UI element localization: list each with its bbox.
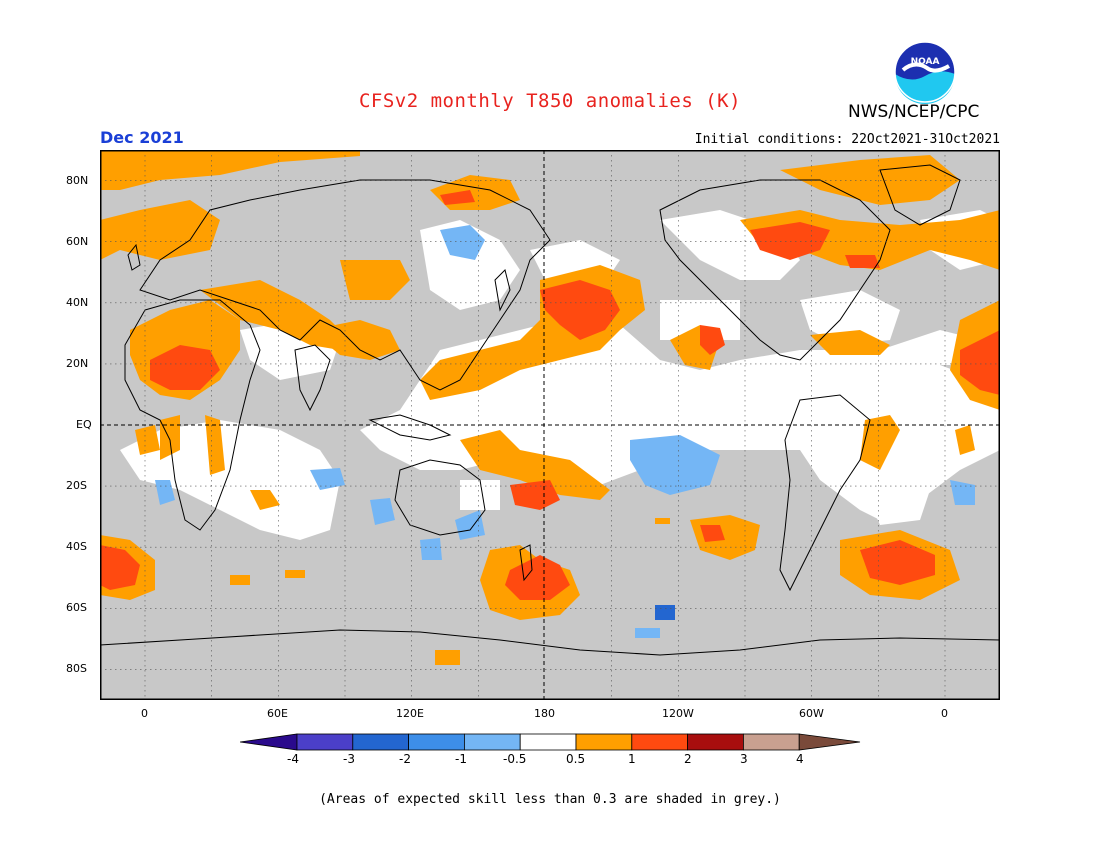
- colorbar-arrow-left: [240, 733, 298, 751]
- colorbar-bin-7: [631, 733, 688, 751]
- lon-label-120w: 120W: [662, 707, 694, 720]
- colorbar-bin-4: [463, 733, 521, 751]
- colorbar-arrow-right: [798, 733, 861, 751]
- lat-label-80s: 80S: [66, 662, 87, 675]
- anomaly-map: [100, 150, 1000, 700]
- agency-label: NWS/NCEP/CPC: [848, 102, 980, 122]
- initial-conditions-label: Initial conditions: 22Oct2021-31Oct2021: [694, 132, 1000, 147]
- footnote: (Areas of expected skill less than 0.3 a…: [319, 792, 781, 807]
- colorbar: [240, 733, 861, 751]
- lon-label-60w: 60W: [799, 707, 824, 720]
- lon-label-180: 180: [534, 707, 555, 720]
- lat-label-40s: 40S: [66, 540, 87, 553]
- colorbar-label-0.5: 0.5: [566, 752, 586, 766]
- colorbar-label--2: -2: [399, 752, 411, 766]
- month-label: Dec 2021: [100, 128, 184, 147]
- logo-text: NOAA: [911, 57, 940, 67]
- colorbar-label-4: 4: [796, 752, 804, 766]
- map-title: CFSv2 monthly T850 anomalies (K): [358, 90, 742, 112]
- lon-label-120e: 120E: [396, 707, 424, 720]
- colorbar-bin-3: [408, 733, 465, 751]
- lon-label-0-east: 0: [941, 707, 948, 720]
- lat-label-60s: 60S: [66, 601, 87, 614]
- colorbar-label-1: 1: [628, 752, 636, 766]
- lat-label-20n: 20N: [66, 357, 89, 370]
- colorbar-bin-6: [575, 733, 633, 751]
- colorbar-bin-9: [742, 733, 800, 751]
- colorbar-label--4: -4: [287, 752, 299, 766]
- lat-label-60n: 60N: [66, 235, 89, 248]
- colorbar-label--1: -1: [455, 752, 467, 766]
- lat-label-eq: EQ: [76, 418, 92, 431]
- colorbar-label-2: 2: [684, 752, 692, 766]
- colorbar-bin-2: [352, 733, 410, 751]
- lon-label-0: 0: [141, 707, 148, 720]
- colorbar-bin-5: [519, 733, 577, 751]
- colorbar-bin-1: [296, 733, 354, 751]
- lat-label-40n: 40N: [66, 296, 89, 309]
- lat-label-20s: 20S: [66, 479, 87, 492]
- colorbar-label--0.5: -0.5: [503, 752, 527, 766]
- lat-label-80n: 80N: [66, 174, 89, 187]
- map-frame: [100, 150, 1000, 700]
- coastlines: [100, 164, 1000, 656]
- red-anomaly-regions: [100, 190, 1000, 600]
- lon-label-60e: 60E: [267, 707, 288, 720]
- noaa-logo: NOAA: [894, 41, 956, 104]
- colorbar-label--3: -3: [343, 752, 355, 766]
- colorbar-label-3: 3: [740, 752, 748, 766]
- colorbar-bin-8: [687, 733, 744, 751]
